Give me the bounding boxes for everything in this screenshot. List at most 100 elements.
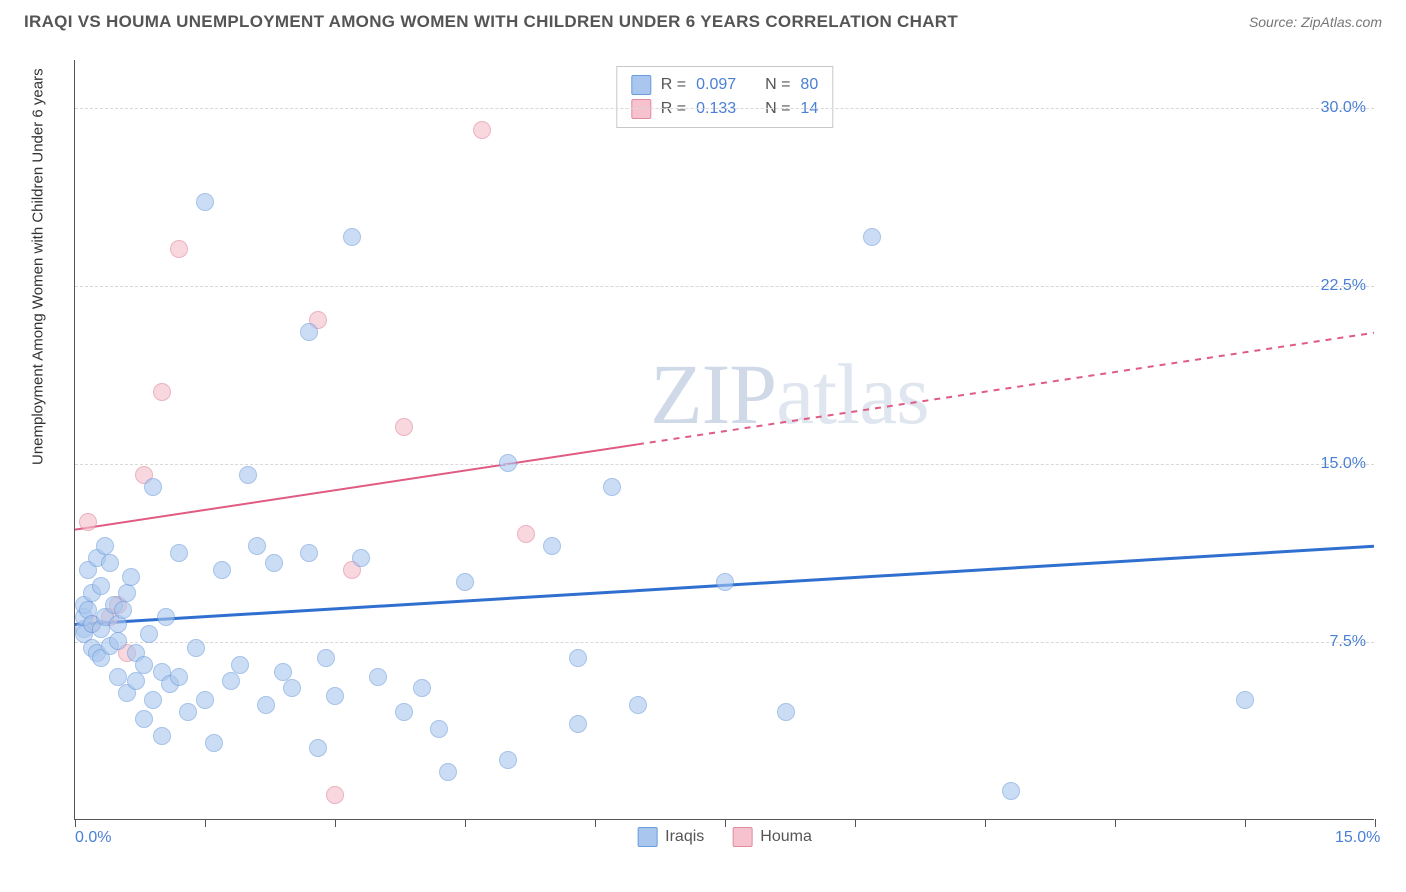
gridline xyxy=(75,464,1374,465)
data-point-iraqis xyxy=(92,577,110,595)
data-point-iraqis xyxy=(777,703,795,721)
x-tick xyxy=(1245,819,1246,827)
gridline xyxy=(75,108,1374,109)
data-point-iraqis xyxy=(300,323,318,341)
legend-row-houma: R = 0.133 N = 14 xyxy=(631,97,818,121)
data-point-iraqis xyxy=(205,734,223,752)
data-point-houma xyxy=(326,786,344,804)
data-point-iraqis xyxy=(239,466,257,484)
data-point-iraqis xyxy=(569,649,587,667)
data-point-iraqis xyxy=(231,656,249,674)
data-point-iraqis xyxy=(395,703,413,721)
legend-row-iraqis: R = 0.097 N = 80 xyxy=(631,73,818,97)
data-point-iraqis xyxy=(430,720,448,738)
data-point-iraqis xyxy=(716,573,734,591)
data-point-iraqis xyxy=(144,691,162,709)
data-point-iraqis xyxy=(309,739,327,757)
plot-region: ZIPatlas R = 0.097 N = 80 R = 0.133 N = … xyxy=(74,60,1374,820)
data-point-iraqis xyxy=(222,672,240,690)
x-tick xyxy=(1375,819,1376,827)
data-point-iraqis xyxy=(300,544,318,562)
swatch-houma-icon xyxy=(732,827,752,847)
correlation-legend: R = 0.097 N = 80 R = 0.133 N = 14 xyxy=(616,66,833,128)
source-attribution: Source: ZipAtlas.com xyxy=(1249,14,1382,30)
y-tick-label: 7.5% xyxy=(1330,633,1366,651)
data-point-iraqis xyxy=(413,679,431,697)
x-tick xyxy=(1115,819,1116,827)
legend-item-iraqis: Iraqis xyxy=(637,827,704,847)
legend-item-houma: Houma xyxy=(732,827,812,847)
swatch-iraqis-icon xyxy=(637,827,657,847)
watermark: ZIPatlas xyxy=(650,344,929,444)
x-tick xyxy=(335,819,336,827)
data-point-iraqis xyxy=(569,715,587,733)
data-point-iraqis xyxy=(140,625,158,643)
data-point-iraqis xyxy=(257,696,275,714)
data-point-iraqis xyxy=(1236,691,1254,709)
data-point-iraqis xyxy=(439,763,457,781)
data-point-iraqis xyxy=(196,691,214,709)
data-point-iraqis xyxy=(248,537,266,555)
data-point-iraqis xyxy=(213,561,231,579)
data-point-houma xyxy=(79,513,97,531)
data-point-iraqis xyxy=(369,668,387,686)
data-point-iraqis xyxy=(274,663,292,681)
x-tick xyxy=(725,819,726,827)
data-point-iraqis xyxy=(317,649,335,667)
chart-header: IRAQI VS HOUMA UNEMPLOYMENT AMONG WOMEN … xyxy=(0,0,1406,40)
series-legend: Iraqis Houma xyxy=(637,827,812,847)
data-point-iraqis xyxy=(499,751,517,769)
swatch-iraqis xyxy=(631,75,651,95)
x-tick xyxy=(75,819,76,827)
data-point-houma xyxy=(473,121,491,139)
gridline xyxy=(75,286,1374,287)
data-point-iraqis xyxy=(96,537,114,555)
data-point-iraqis xyxy=(265,554,283,572)
x-tick xyxy=(985,819,986,827)
data-point-iraqis xyxy=(157,608,175,626)
data-point-iraqis xyxy=(863,228,881,246)
data-point-iraqis xyxy=(122,568,140,586)
data-point-iraqis xyxy=(135,656,153,674)
data-point-iraqis xyxy=(170,544,188,562)
data-point-iraqis xyxy=(196,193,214,211)
data-point-iraqis xyxy=(456,573,474,591)
data-point-houma xyxy=(517,525,535,543)
data-point-iraqis xyxy=(114,601,132,619)
data-point-iraqis xyxy=(343,228,361,246)
data-point-iraqis xyxy=(101,554,119,572)
y-tick-label: 30.0% xyxy=(1321,99,1366,117)
data-point-iraqis xyxy=(118,584,136,602)
data-point-iraqis xyxy=(499,454,517,472)
data-point-iraqis xyxy=(153,727,171,745)
x-tick xyxy=(205,819,206,827)
gridline xyxy=(75,642,1374,643)
data-point-iraqis xyxy=(283,679,301,697)
chart-title: IRAQI VS HOUMA UNEMPLOYMENT AMONG WOMEN … xyxy=(24,12,958,32)
data-point-iraqis xyxy=(326,687,344,705)
data-point-iraqis xyxy=(170,668,188,686)
y-tick-label: 22.5% xyxy=(1321,277,1366,295)
data-point-iraqis xyxy=(127,672,145,690)
data-point-iraqis xyxy=(603,478,621,496)
x-tick xyxy=(465,819,466,827)
data-point-iraqis xyxy=(144,478,162,496)
x-tick-label: 15.0% xyxy=(1335,829,1380,847)
chart-area: Unemployment Among Women with Children U… xyxy=(24,50,1382,880)
data-point-iraqis xyxy=(1002,782,1020,800)
data-point-iraqis xyxy=(135,710,153,728)
x-tick xyxy=(855,819,856,827)
x-tick-label: 0.0% xyxy=(75,829,111,847)
y-tick-label: 15.0% xyxy=(1321,455,1366,473)
y-axis-label: Unemployment Among Women with Children U… xyxy=(30,68,47,465)
data-point-iraqis xyxy=(629,696,647,714)
data-point-houma xyxy=(395,418,413,436)
data-point-iraqis xyxy=(187,639,205,657)
data-point-iraqis xyxy=(179,703,197,721)
data-point-iraqis xyxy=(543,537,561,555)
data-point-iraqis xyxy=(352,549,370,567)
data-point-iraqis xyxy=(109,632,127,650)
data-point-houma xyxy=(153,383,171,401)
swatch-houma xyxy=(631,99,651,119)
data-point-iraqis xyxy=(109,668,127,686)
